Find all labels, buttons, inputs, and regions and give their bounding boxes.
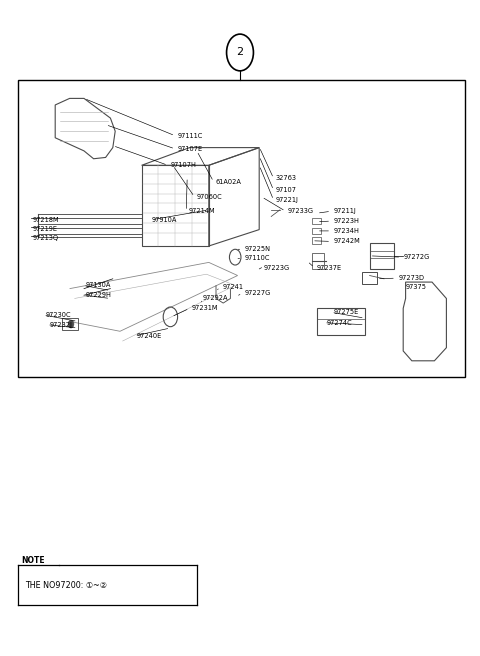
Text: 32763: 32763: [276, 175, 297, 182]
Text: 97234H: 97234H: [334, 228, 360, 234]
Text: 97237E: 97237E: [317, 264, 342, 271]
Text: 97242M: 97242M: [334, 238, 360, 245]
Text: 97110C: 97110C: [245, 255, 270, 262]
Text: 97225N: 97225N: [245, 246, 271, 253]
Circle shape: [68, 320, 74, 328]
Text: 97910A: 97910A: [151, 216, 177, 223]
Text: 97275E: 97275E: [334, 309, 359, 316]
Text: NOTE: NOTE: [21, 556, 45, 565]
Text: 61A02A: 61A02A: [216, 178, 242, 185]
Bar: [18, 80, 465, 377]
Text: 97219E: 97219E: [33, 226, 58, 232]
Text: 97218M: 97218M: [33, 216, 59, 223]
Text: 97274C: 97274C: [326, 319, 352, 326]
Text: 97223G: 97223G: [264, 264, 290, 271]
Text: 97111C: 97111C: [178, 133, 203, 139]
Text: 97272G: 97272G: [403, 254, 430, 260]
Text: 97375: 97375: [406, 284, 427, 291]
Text: 97273D: 97273D: [398, 275, 424, 281]
Text: 97229H: 97229H: [85, 292, 111, 298]
Text: 97227G: 97227G: [245, 290, 271, 297]
Text: 97240E: 97240E: [137, 333, 162, 339]
Text: THE NO97200: ①~②: THE NO97200: ①~②: [25, 581, 108, 590]
Text: 97060C: 97060C: [197, 194, 223, 200]
Text: 97230C: 97230C: [46, 312, 71, 318]
Text: 97130A: 97130A: [85, 282, 111, 289]
Text: 97223H: 97223H: [334, 218, 360, 224]
Text: 2: 2: [237, 47, 243, 58]
Text: 97231M: 97231M: [192, 305, 218, 312]
Text: 97107: 97107: [276, 187, 297, 194]
Text: 97214M: 97214M: [189, 208, 215, 215]
Text: 97233G: 97233G: [288, 208, 314, 215]
Text: 97221J: 97221J: [276, 197, 299, 203]
Text: 97107H: 97107H: [170, 162, 196, 169]
Text: 97232J: 97232J: [49, 321, 72, 328]
Text: 97241: 97241: [222, 283, 243, 290]
Text: 97213Q: 97213Q: [33, 235, 59, 241]
Text: 97292A: 97292A: [203, 295, 228, 302]
Text: 97211J: 97211J: [334, 208, 356, 215]
Text: 97107E: 97107E: [178, 146, 203, 152]
